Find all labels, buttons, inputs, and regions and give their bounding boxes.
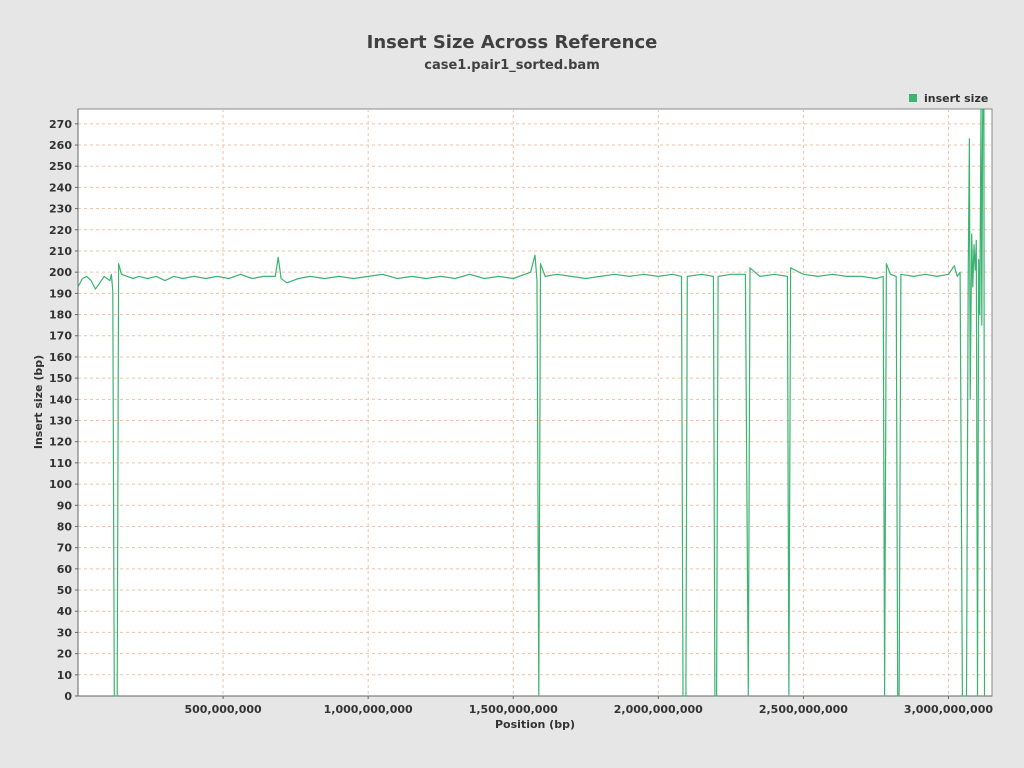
x-tick-label: 1,000,000,000 <box>324 703 413 716</box>
grid <box>78 109 992 696</box>
y-tick-label: 200 <box>49 266 72 279</box>
y-tick-label: 120 <box>49 436 72 449</box>
series <box>77 108 986 697</box>
legend: insert size <box>909 92 988 105</box>
x-axis-ticks: 500,000,000 1,000,000,000 1,500,000,000 2,0… <box>184 696 993 716</box>
y-tick-label: 0 <box>64 690 72 703</box>
y-tick-label: 180 <box>49 309 72 322</box>
y-tick-label: 40 <box>57 605 73 618</box>
series-line-insert-size <box>77 108 986 697</box>
y-tick-label: 100 <box>49 478 72 491</box>
y-tick-label: 220 <box>49 224 72 237</box>
y-tick-label: 160 <box>49 351 72 364</box>
chart-subtitle: case1.pair1_sorted.bam <box>424 58 600 73</box>
x-axis-label: Position (bp) <box>495 718 575 731</box>
x-tick-label: 500,000,000 <box>184 703 262 716</box>
y-tick-label: 150 <box>49 372 72 385</box>
y-tick-label: 50 <box>57 584 73 597</box>
y-axis-ticks: 0 10 20 30 40 50 60 70 80 90 100 110 120 130 140 150 160… <box>49 118 78 703</box>
y-tick-label: 240 <box>49 181 72 194</box>
x-tick-label: 3,000,000,000 <box>904 703 993 716</box>
y-tick-label: 260 <box>49 139 72 152</box>
y-tick-label: 250 <box>49 160 72 173</box>
chart-title: Insert Size Across Reference <box>367 32 658 53</box>
legend-label: insert size <box>924 92 988 105</box>
y-tick-label: 210 <box>49 245 72 258</box>
y-tick-label: 70 <box>57 542 73 555</box>
y-tick-label: 60 <box>57 563 73 576</box>
x-tick-label: 2,500,000,000 <box>759 703 848 716</box>
y-tick-label: 20 <box>57 648 73 661</box>
x-tick-label: 1,500,000,000 <box>469 703 558 716</box>
y-tick-label: 80 <box>57 520 73 533</box>
plot-area <box>77 108 993 697</box>
y-tick-label: 90 <box>57 499 73 512</box>
y-tick-label: 170 <box>49 330 72 343</box>
y-tick-label: 30 <box>57 626 73 639</box>
y-axis-label: Insert size (bp) <box>32 355 45 449</box>
y-tick-label: 270 <box>49 118 72 131</box>
y-tick-label: 10 <box>57 669 73 682</box>
y-tick-label: 140 <box>49 393 72 406</box>
y-tick-label: 110 <box>49 457 72 470</box>
legend-swatch <box>909 94 917 102</box>
y-tick-label: 230 <box>49 203 72 216</box>
y-tick-label: 130 <box>49 415 72 428</box>
y-tick-label: 190 <box>49 287 72 300</box>
x-tick-label: 2,000,000,000 <box>614 703 703 716</box>
